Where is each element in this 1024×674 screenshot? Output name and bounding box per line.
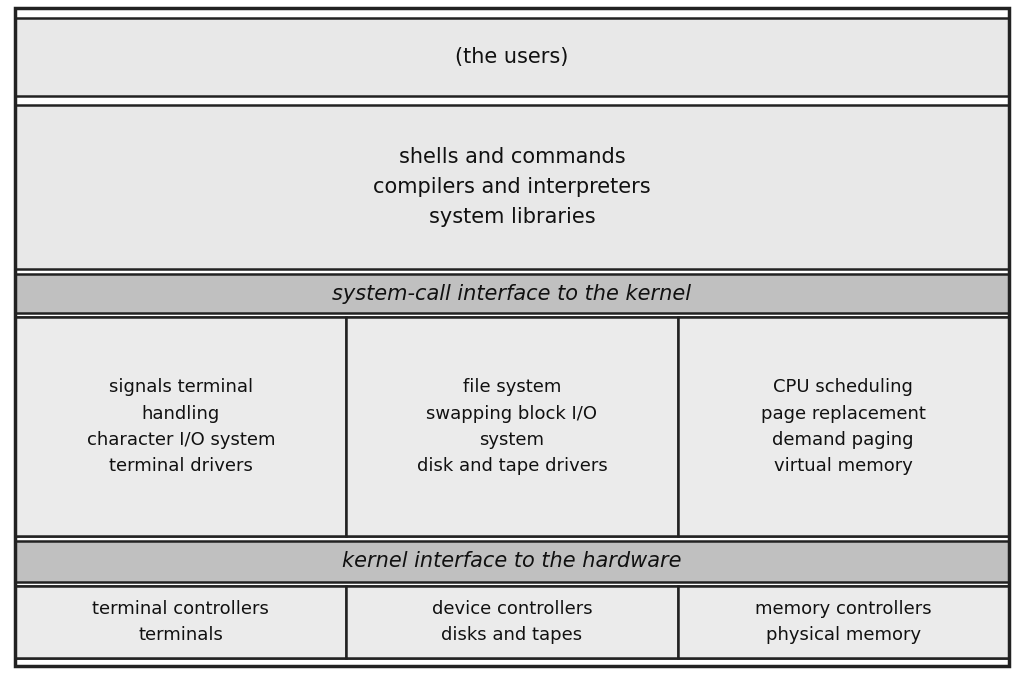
Text: terminal controllers
terminals: terminal controllers terminals (92, 600, 269, 644)
Bar (678, 317, 1009, 537)
Text: (the users): (the users) (456, 47, 568, 67)
Text: shells and commands
compilers and interpreters
system libraries: shells and commands compilers and interp… (373, 148, 651, 226)
Text: file system
swapping block I/O
system
disk and tape drivers: file system swapping block I/O system di… (417, 378, 607, 475)
Bar (15, 317, 1009, 537)
Bar (15, 317, 346, 537)
Text: system-call interface to the kernel: system-call interface to the kernel (333, 284, 691, 303)
Bar (15, 586, 1009, 658)
Bar (678, 586, 1009, 658)
Bar (15, 105, 1009, 268)
Text: memory controllers
physical memory: memory controllers physical memory (755, 600, 932, 644)
Bar (15, 541, 1009, 582)
Text: device controllers
disks and tapes: device controllers disks and tapes (432, 600, 592, 644)
Bar (15, 274, 1009, 313)
Bar (346, 317, 678, 537)
Bar (15, 586, 346, 658)
Text: kernel interface to the hardware: kernel interface to the hardware (342, 551, 682, 572)
Bar (346, 586, 678, 658)
Text: CPU scheduling
page replacement
demand paging
virtual memory: CPU scheduling page replacement demand p… (761, 378, 926, 475)
Bar (15, 18, 1009, 96)
Text: signals terminal
handling
character I/O system
terminal drivers: signals terminal handling character I/O … (87, 378, 275, 475)
